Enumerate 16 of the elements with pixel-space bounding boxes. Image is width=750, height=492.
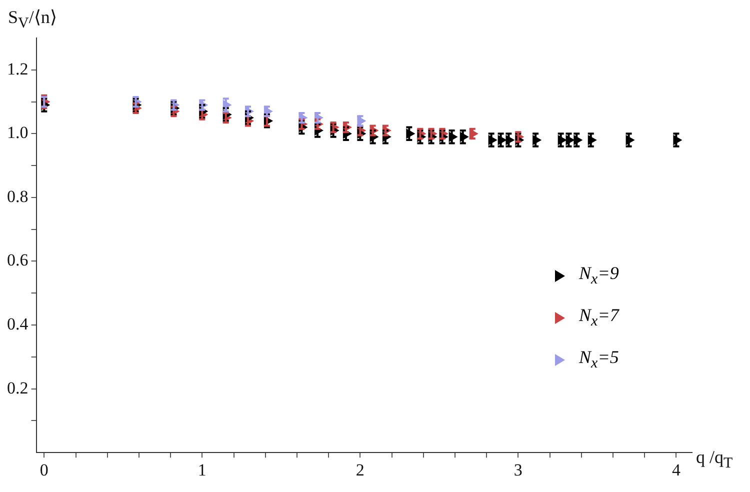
y-tick-label: 0.4 (7, 314, 29, 334)
y-axis-title: S$_{V}$/⟨n⟩ (8, 6, 57, 33)
legend-label: N$_{x}$=9 (579, 263, 619, 289)
y-tick-label: 1.0 (7, 123, 28, 142)
x-axis-title: q /q$_{T}$ (696, 447, 733, 473)
legend-label: N$_{x}$=5 (579, 347, 619, 373)
y-tick-label: 0.8 (7, 186, 28, 206)
y-tick-label: 1.2 (7, 59, 28, 78)
x-tick-label: 3 (514, 460, 522, 480)
x-tick-label: 4 (672, 460, 681, 480)
y-tick-label: 0.2 (7, 378, 28, 398)
x-tick-label: 2 (356, 460, 364, 480)
y-tick-label: 0.6 (7, 250, 28, 270)
legend-label: N$_{x}$=7 (579, 305, 619, 331)
x-tick-label: 0 (40, 460, 48, 480)
x-tick-label: 1 (198, 460, 206, 480)
